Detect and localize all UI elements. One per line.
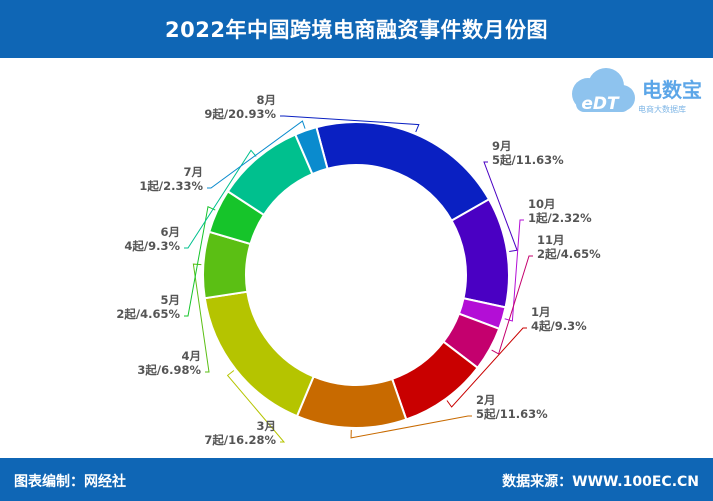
slice-label-month: 8月	[256, 93, 276, 107]
slice-label-month: 5月	[160, 293, 180, 307]
donut-slice	[295, 375, 408, 429]
footer-editor: 图表编制：网经社	[14, 474, 126, 490]
logo: eDT 电数宝 电商大数据库	[562, 60, 712, 130]
label-leader-line	[280, 115, 420, 133]
footer-bar: 图表编制：网经社 数据来源：WWW.100EC.CN	[0, 458, 713, 501]
slice-label-detail: 1起/2.33%	[139, 179, 203, 193]
chart-title: 2022年中国跨境电商融资事件数月份图	[165, 18, 548, 42]
label-leader-line	[491, 255, 533, 355]
label-leader-line	[184, 149, 257, 249]
slice-label-month: 10月	[528, 197, 556, 211]
cloud-logo-icon: eDT	[572, 68, 635, 114]
chart-area: 8月 9起/20.93% 9月 5起/11.63% 10月 1起/2.32% 11月 2起/4…	[0, 58, 713, 458]
slice-label-month: 1月	[531, 305, 551, 319]
label-leader-line	[184, 205, 216, 317]
slice-label-detail: 5起/11.63%	[476, 407, 548, 421]
slice-label-detail: 7起/16.28%	[204, 433, 276, 447]
slice-label-detail: 4起/9.3%	[531, 319, 587, 333]
slice-label-month: 9月	[492, 139, 512, 153]
slice-label-detail: 3起/6.98%	[137, 363, 201, 377]
slice-label-detail: 5起/11.63%	[492, 153, 564, 167]
donut-slice	[203, 290, 315, 418]
label-leader-line	[504, 219, 524, 322]
label-leader-line	[350, 415, 472, 439]
label-leader-line	[446, 327, 527, 408]
logo-mark: eDT	[581, 94, 620, 114]
logo-title: 电数宝	[642, 78, 702, 102]
donut-chart: 8月9起/20.93%9月5起/11.63%10月1起/2.32%11月2起/4…	[116, 93, 601, 447]
logo-subtitle: 电商大数据库	[638, 105, 686, 114]
footer-source: 数据来源：WWW.100EC.CN	[502, 474, 699, 490]
slice-label-month: 4月	[181, 349, 201, 363]
slice-label-month: 3月	[256, 419, 276, 433]
slice-label-detail: 2起/4.65%	[116, 307, 180, 321]
slice-label-month: 2月	[476, 393, 496, 407]
label-leader-line	[207, 120, 306, 189]
label-leader-line	[226, 370, 286, 443]
label-leader-line	[483, 161, 518, 252]
slice-label-detail: 4起/9.3%	[124, 239, 180, 253]
slice-label-detail: 9起/20.93%	[204, 107, 276, 121]
donut-slice	[315, 121, 491, 222]
slice-label-month: 6月	[160, 225, 180, 239]
slice-label-month: 11月	[537, 233, 565, 247]
chart-title-bar: 2022年中国跨境电商融资事件数月份图	[0, 0, 713, 58]
donut-slice	[450, 197, 510, 309]
slice-label-detail: 2起/4.65%	[537, 247, 601, 261]
slice-label-detail: 1起/2.32%	[528, 211, 592, 225]
donut-slice	[293, 125, 329, 176]
slice-label-month: 7月	[183, 165, 203, 179]
